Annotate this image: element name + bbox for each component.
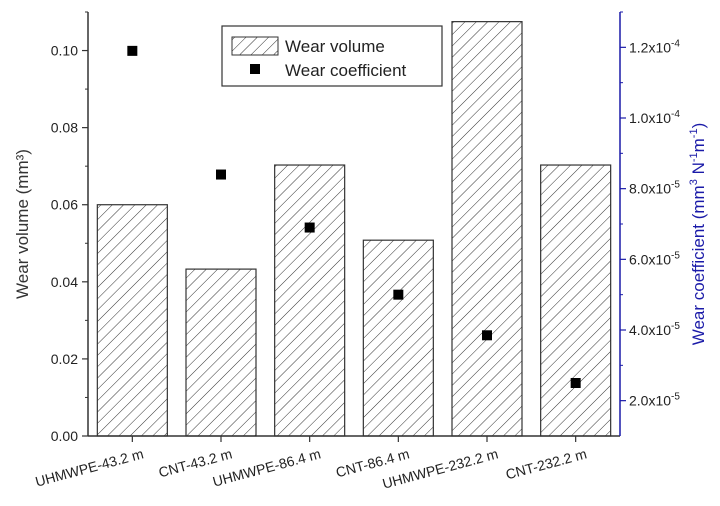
right-axis-title-part: 3 — [688, 179, 700, 185]
left-tick-label-0: 0.00 — [51, 428, 78, 444]
category-label-5: CNT-232.2 m — [504, 445, 589, 482]
legend-marker-wear-coefficient — [250, 64, 260, 74]
bar-wear-volume-5 — [540, 164, 612, 437]
legend: Wear volume Wear coefficient — [221, 25, 443, 87]
right-tick-label-2: 6.0x10-5 — [629, 250, 680, 267]
category-label-0: UHMWPE-43.2 m — [34, 445, 146, 489]
right-tick-exponent: -4 — [671, 109, 680, 120]
point-wear-coefficient-4 — [482, 330, 492, 341]
right-tick-mantissa: 6.0x10 — [629, 251, 671, 267]
points-layer — [127, 45, 581, 388]
point-wear-coefficient-3 — [393, 289, 404, 300]
right-axis-title-part: Wear coefficient (mm — [689, 185, 708, 345]
right-tick-label-0: 2.0x10-5 — [629, 392, 680, 409]
left-tick-label-5: 0.10 — [51, 43, 78, 59]
right-tick-mantissa: 2.0x10 — [629, 393, 671, 409]
right-axis-title: Wear coefficient (mm3 N-1m-1) — [688, 123, 708, 346]
left-tick-label-1: 0.02 — [51, 351, 78, 367]
legend-label-wear-coefficient: Wear coefficient — [285, 61, 407, 80]
right-axis-title-part: -1 — [688, 152, 700, 162]
left-tick-label-3: 0.06 — [51, 197, 78, 213]
point-wear-coefficient-0 — [127, 45, 138, 56]
right-axis-title-part: N — [689, 162, 708, 179]
left-axis-title: Wear volume (mm³) — [13, 149, 32, 299]
axes-layer — [82, 11, 626, 442]
right-tick-exponent: -5 — [671, 180, 680, 191]
legend-frame — [221, 25, 443, 87]
right-tick-exponent: -5 — [671, 392, 680, 403]
point-wear-coefficient-1 — [216, 169, 226, 180]
legend-swatch-wear-volume — [231, 36, 279, 56]
bar-wear-volume-1 — [185, 268, 257, 437]
right-axis-title-part: ) — [689, 123, 708, 129]
point-wear-coefficient-5 — [570, 378, 581, 388]
right-tick-mantissa: 1.2x10 — [629, 39, 671, 55]
bar-wear-volume-0 — [96, 204, 168, 437]
right-tick-label-3: 8.0x10-5 — [629, 180, 680, 197]
left-tick-label-2: 0.04 — [51, 274, 78, 290]
right-tick-exponent: -4 — [671, 38, 680, 49]
bar-wear-volume-4 — [451, 21, 523, 437]
point-wear-coefficient-2 — [304, 222, 315, 233]
bars-layer — [96, 21, 612, 437]
right-axis-title-part: -1 — [688, 128, 700, 138]
right-tick-label-5: 1.2x10-4 — [629, 38, 680, 55]
right-tick-label-4: 1.0x10-4 — [629, 109, 680, 126]
right-tick-mantissa: 1.0x10 — [629, 110, 671, 126]
left-tick-label-4: 0.08 — [51, 120, 78, 136]
right-tick-mantissa: 4.0x10 — [629, 322, 671, 338]
bar-wear-volume-2 — [274, 164, 346, 437]
bar-wear-volume-3 — [362, 239, 434, 437]
right-tick-exponent: -5 — [671, 321, 680, 332]
right-axis-title-part: m — [689, 138, 708, 152]
right-tick-exponent: -5 — [671, 250, 680, 261]
legend-label-wear-volume: Wear volume — [285, 37, 385, 56]
right-tick-label-1: 4.0x10-5 — [629, 321, 680, 338]
right-tick-mantissa: 8.0x10 — [629, 181, 671, 197]
